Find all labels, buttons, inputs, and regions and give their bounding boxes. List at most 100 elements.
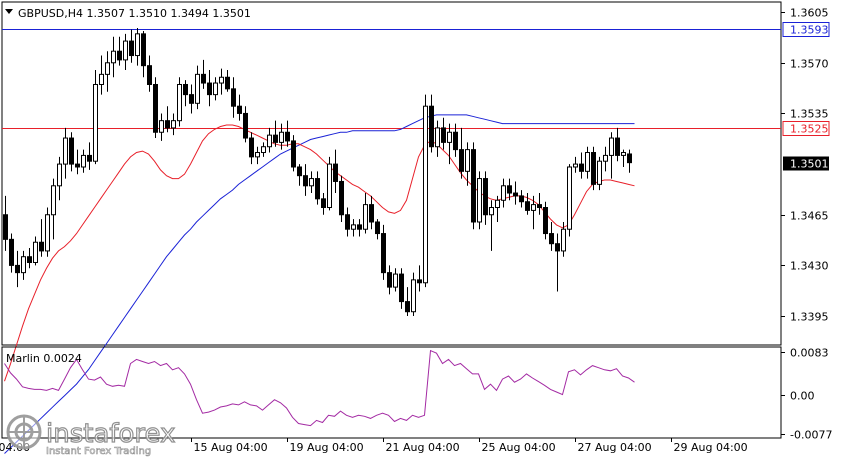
candle (297, 164, 302, 186)
candle (615, 127, 620, 162)
time-tick-label: 15 Aug 04:00 (194, 441, 268, 454)
candle (483, 171, 488, 225)
candle (387, 265, 392, 295)
candle (75, 149, 80, 175)
candle (135, 28, 140, 66)
candle (261, 142, 266, 157)
oscillator-axis: 0.0083 0.00 -0.0077 (781, 347, 832, 442)
candle (237, 94, 242, 121)
price-tick-label: 1.3605 (790, 7, 829, 20)
candle (579, 152, 584, 179)
candle (285, 120, 290, 147)
oscillator-title: Marlin 0.0024 (6, 352, 82, 365)
candle (117, 36, 122, 66)
current-price-label: 1.3501 (790, 158, 829, 171)
candle (453, 123, 458, 157)
candle (207, 70, 212, 107)
candle (549, 221, 554, 251)
candle (423, 94, 428, 288)
candle (561, 221, 566, 257)
candle (111, 36, 116, 78)
candle (291, 135, 296, 172)
candle (591, 146, 596, 191)
candle (609, 132, 614, 179)
candle (447, 123, 452, 165)
price-label-1-3593: 1.3593 (790, 24, 829, 37)
candle (273, 120, 278, 147)
candle (9, 233, 14, 273)
candle (57, 156, 62, 201)
candle (153, 77, 158, 139)
watermark-tagline: Instant Forex Trading (46, 446, 151, 457)
time-tick-label: 29 Aug 04:00 (674, 441, 748, 454)
candle (441, 117, 446, 150)
candle (333, 149, 338, 194)
candle (195, 65, 200, 110)
symbol-header-text: GBPUSD,H4 1.3507 1.3510 1.3494 1.3501 (18, 7, 251, 20)
candle (87, 142, 92, 170)
candle (351, 219, 356, 237)
candle (471, 142, 476, 230)
candle (375, 219, 380, 240)
price-panel[interactable]: GBPUSD,H4 1.3507 1.3510 1.3494 1.3501 (1, 1, 782, 454)
price-label-box (782, 22, 830, 37)
candle (429, 94, 434, 153)
candle (213, 77, 218, 101)
candle (513, 181, 518, 205)
candle (201, 59, 206, 89)
candle (519, 190, 524, 208)
candle (339, 175, 344, 222)
candle (243, 106, 248, 143)
candle (69, 132, 74, 172)
candle (399, 268, 404, 309)
candle (159, 113, 164, 141)
candle (45, 207, 50, 257)
candle (51, 178, 56, 240)
candle (81, 149, 86, 173)
candle (93, 70, 98, 165)
time-tick-label: 27 Aug 04:00 (578, 441, 652, 454)
candle (417, 265, 422, 292)
candle (141, 30, 146, 78)
candle (321, 193, 326, 215)
candles (3, 28, 632, 317)
candle (255, 146, 260, 165)
candle (27, 248, 32, 269)
candle (3, 195, 8, 251)
time-tick-label: 21 Aug 04:00 (386, 441, 460, 454)
candle (573, 156, 578, 173)
candle (345, 207, 350, 237)
candle (363, 193, 368, 234)
candle (393, 268, 398, 292)
candle (459, 127, 464, 179)
candle (627, 149, 632, 173)
marlin-line (4, 349, 635, 427)
candle (303, 164, 308, 196)
oscillator-panel[interactable]: Marlin 0.0024 0.0083 0.00 -0.0077 (1, 346, 832, 442)
candle (567, 164, 572, 237)
candle (15, 250, 20, 288)
candle (315, 171, 320, 205)
candle (525, 193, 530, 215)
candle (543, 201, 548, 240)
candle (165, 106, 170, 133)
candle (603, 146, 608, 172)
candle (327, 156, 332, 211)
price-tick-label: 1.3395 (790, 311, 829, 324)
candle (225, 70, 230, 92)
oscillator-panel-frame (1, 346, 782, 439)
candle (621, 149, 626, 167)
candle (147, 55, 152, 92)
price-tick-label: 1.3430 (790, 260, 829, 273)
candle (39, 219, 44, 257)
candle (99, 55, 104, 95)
candle (537, 193, 542, 215)
candle (381, 224, 386, 280)
triangle-down-icon[interactable] (5, 9, 13, 14)
price-axis: 1.3605 1.3570 1.3535 1.3465 1.3430 1.3395 1.3… (781, 7, 830, 324)
candle (219, 68, 224, 95)
candle (279, 123, 284, 150)
